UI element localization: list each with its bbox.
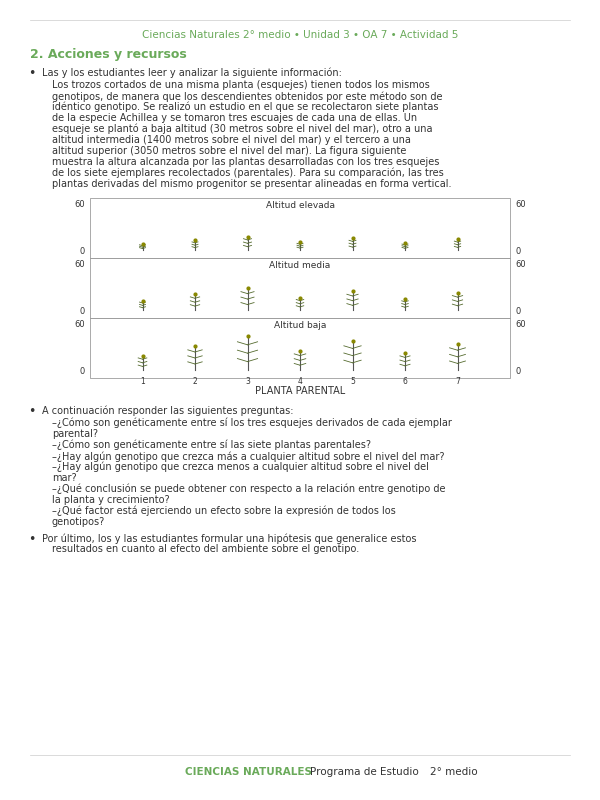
FancyBboxPatch shape xyxy=(90,198,510,258)
Text: 0: 0 xyxy=(515,367,520,376)
Text: 60: 60 xyxy=(515,320,526,329)
Text: 60: 60 xyxy=(74,320,85,329)
Text: –¿Qué factor está ejerciendo un efecto sobre la expresión de todos los: –¿Qué factor está ejerciendo un efecto s… xyxy=(52,506,396,517)
Text: CIENCIAS NATURALES: CIENCIAS NATURALES xyxy=(185,767,312,777)
FancyBboxPatch shape xyxy=(90,318,510,378)
Text: genotipos?: genotipos? xyxy=(52,517,105,527)
Text: 60: 60 xyxy=(74,200,85,209)
Text: Las y los estudiantes leer y analizar la siguiente información:: Las y los estudiantes leer y analizar la… xyxy=(42,67,342,78)
Text: esqueje se plantó a baja altitud (30 metros sobre el nivel del mar), otro a una: esqueje se plantó a baja altitud (30 met… xyxy=(52,124,433,134)
Text: 0: 0 xyxy=(80,367,85,376)
Text: –¿Hay algún genotipo que crezca más a cualquier altitud sobre el nivel del mar?: –¿Hay algún genotipo que crezca más a cu… xyxy=(52,451,445,462)
Text: Por último, los y las estudiantes formular una hipótesis que generalice estos: Por último, los y las estudiantes formul… xyxy=(42,533,416,543)
Text: 0: 0 xyxy=(515,307,520,316)
Text: 2° medio: 2° medio xyxy=(430,767,478,777)
Text: 4: 4 xyxy=(298,377,302,386)
Text: PLANTA PARENTAL: PLANTA PARENTAL xyxy=(255,386,345,396)
Text: 60: 60 xyxy=(515,260,526,269)
Text: Los trozos cortados de una misma planta (esquejes) tienen todos los mismos: Los trozos cortados de una misma planta … xyxy=(52,80,430,90)
Text: •: • xyxy=(28,533,35,546)
Text: •: • xyxy=(28,405,35,418)
Text: mar?: mar? xyxy=(52,473,77,483)
Text: de los siete ejemplares recolectados (parentales). Para su comparación, las tres: de los siete ejemplares recolectados (pa… xyxy=(52,168,444,178)
Text: 6: 6 xyxy=(403,377,407,386)
Text: –¿Qué conclusión se puede obtener con respecto a la relación entre genotipo de: –¿Qué conclusión se puede obtener con re… xyxy=(52,484,445,494)
FancyBboxPatch shape xyxy=(90,258,510,318)
Text: 60: 60 xyxy=(515,200,526,209)
Text: 0: 0 xyxy=(80,307,85,316)
Text: Altitud baja: Altitud baja xyxy=(274,321,326,330)
Text: genotipos, de manera que los descendientes obtenidos por este método son de: genotipos, de manera que los descendient… xyxy=(52,91,443,102)
Text: Programa de Estudio: Programa de Estudio xyxy=(310,767,419,777)
Text: 60: 60 xyxy=(74,260,85,269)
Text: la planta y crecimiento?: la planta y crecimiento? xyxy=(52,495,170,505)
Text: de la especie Achillea y se tomaron tres escuajes de cada una de ellas. Un: de la especie Achillea y se tomaron tres… xyxy=(52,113,417,123)
Text: resultados en cuanto al efecto del ambiente sobre el genotipo.: resultados en cuanto al efecto del ambie… xyxy=(52,544,359,554)
Text: 7: 7 xyxy=(455,377,460,386)
Text: parental?: parental? xyxy=(52,429,98,439)
Text: 0: 0 xyxy=(515,247,520,256)
Text: altitud superior (3050 metros sobre el nivel del mar). La figura siguiente: altitud superior (3050 metros sobre el n… xyxy=(52,146,406,156)
Text: altitud intermedia (1400 metros sobre el nivel del mar) y el tercero a una: altitud intermedia (1400 metros sobre el… xyxy=(52,135,411,145)
Text: 1: 1 xyxy=(140,377,145,386)
Text: A continuación responder las siguientes preguntas:: A continuación responder las siguientes … xyxy=(42,405,293,415)
Text: –¿Hay algún genotipo que crezca menos a cualquier altitud sobre el nivel del: –¿Hay algún genotipo que crezca menos a … xyxy=(52,462,429,473)
Text: Altitud media: Altitud media xyxy=(269,261,331,270)
Text: muestra la altura alcanzada por las plantas desarrolladas con los tres esquejes: muestra la altura alcanzada por las plan… xyxy=(52,157,439,167)
Text: Ciencias Naturales 2° medio • Unidad 3 • OA 7 • Actividad 5: Ciencias Naturales 2° medio • Unidad 3 •… xyxy=(142,30,458,40)
Text: 2: 2 xyxy=(193,377,197,386)
Text: idéntico genotipo. Se realizó un estudio en el que se recolectaron siete plantas: idéntico genotipo. Se realizó un estudio… xyxy=(52,102,439,113)
Text: 3: 3 xyxy=(245,377,250,386)
Text: Altitud elevada: Altitud elevada xyxy=(265,201,335,210)
Text: •: • xyxy=(28,67,35,80)
Text: –¿Cómo son genéticamente entre sí los tres esquejes derivados de cada ejemplar: –¿Cómo son genéticamente entre sí los tr… xyxy=(52,418,452,429)
Text: –¿Cómo son genéticamente entre sí las siete plantas parentales?: –¿Cómo son genéticamente entre sí las si… xyxy=(52,440,371,450)
Text: 2. Acciones y recursos: 2. Acciones y recursos xyxy=(30,48,187,61)
Text: 5: 5 xyxy=(350,377,355,386)
Text: 0: 0 xyxy=(80,247,85,256)
Text: plantas derivadas del mismo progenitor se presentar alineadas en forma vertical.: plantas derivadas del mismo progenitor s… xyxy=(52,179,452,189)
